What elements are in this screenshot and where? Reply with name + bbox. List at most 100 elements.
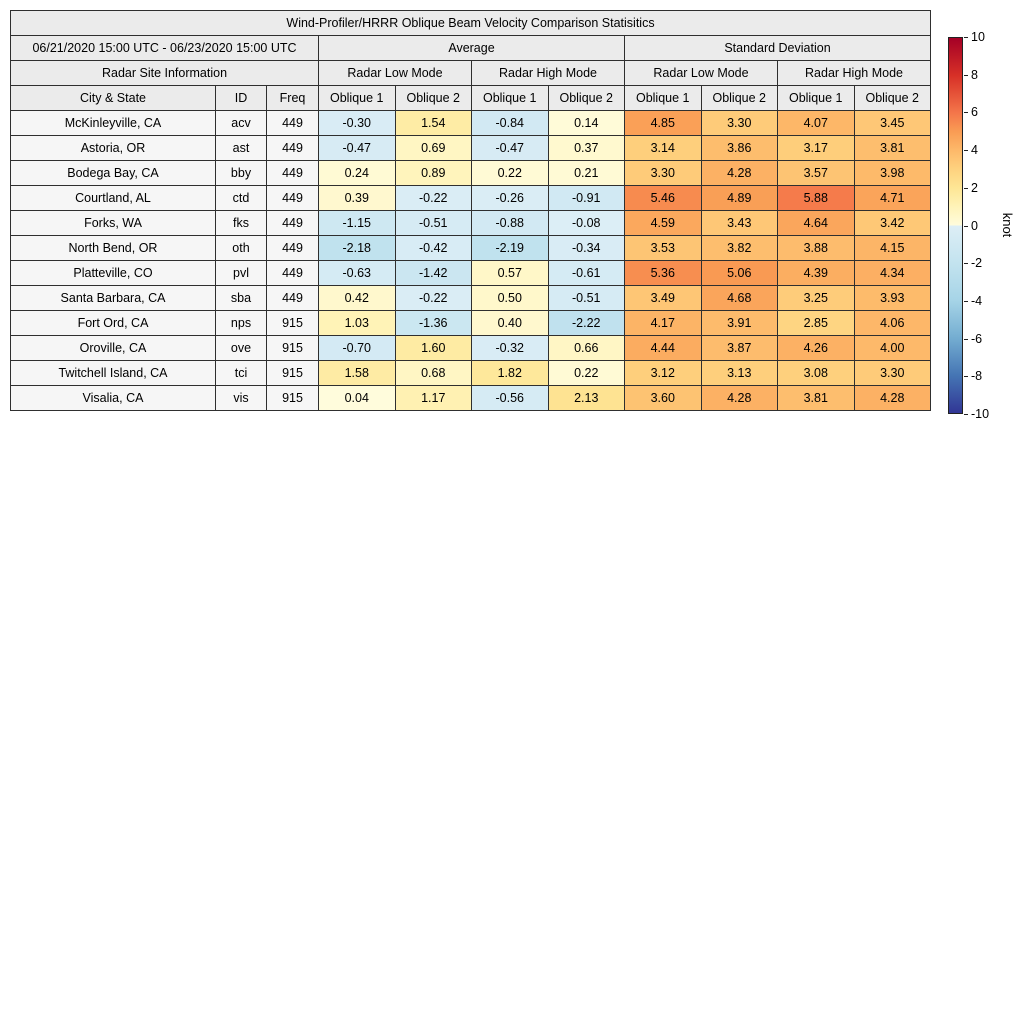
value-cell: 3.87 xyxy=(700,335,778,361)
value-cell: 4.68 xyxy=(700,285,778,311)
value-cell: -0.88 xyxy=(471,210,549,236)
column-header-9: Oblique 1 xyxy=(777,85,855,111)
colorbar-tick-mark xyxy=(964,338,968,340)
value-cell: 3.57 xyxy=(777,160,855,186)
value-cell: -0.47 xyxy=(318,135,396,161)
freq-cell: 449 xyxy=(266,210,319,236)
freq-cell: 915 xyxy=(266,385,319,411)
value-cell: 0.69 xyxy=(394,135,472,161)
column-header-2: Freq xyxy=(266,85,319,111)
column-header-3: Oblique 1 xyxy=(318,85,396,111)
colorbar-tick-label: -2 xyxy=(971,255,983,270)
value-cell: 3.60 xyxy=(624,385,702,411)
value-cell: 3.81 xyxy=(777,385,855,411)
city-state-cell: North Bend, OR xyxy=(10,235,216,261)
value-cell: 4.85 xyxy=(624,110,702,136)
value-cell: -0.22 xyxy=(394,285,472,311)
city-state-cell: Fort Ord, CA xyxy=(10,310,216,336)
site-id-cell: ast xyxy=(215,135,267,161)
value-cell: 4.06 xyxy=(853,310,931,336)
value-cell: 0.22 xyxy=(547,360,625,386)
average-low-mode-header: Radar Low Mode xyxy=(318,60,472,86)
freq-cell: 449 xyxy=(266,135,319,161)
column-header-row: City & State ID Freq Oblique 1 Oblique 2 Obli… xyxy=(10,85,931,111)
value-cell: 3.14 xyxy=(624,135,702,161)
value-cell: -2.18 xyxy=(318,235,396,261)
value-cell: 0.21 xyxy=(547,160,625,186)
city-state-cell: McKinleyville, CA xyxy=(10,110,216,136)
value-cell: 3.49 xyxy=(624,285,702,311)
value-cell: 4.39 xyxy=(777,260,855,286)
colorbar-tick-mark xyxy=(964,300,968,302)
value-cell: 5.36 xyxy=(624,260,702,286)
value-cell: 3.86 xyxy=(700,135,778,161)
site-id-cell: oth xyxy=(215,235,267,261)
value-cell: -0.22 xyxy=(394,185,472,211)
colorbar-tick-mark xyxy=(964,225,968,227)
value-cell: -0.08 xyxy=(547,210,625,236)
std-high-mode-header: Radar High Mode xyxy=(777,60,931,86)
radar-site-information-header: Radar Site Information xyxy=(10,60,319,86)
colorbar-tick-label: -4 xyxy=(971,293,983,308)
site-id-cell: fks xyxy=(215,210,267,236)
colorbar-tick-mark xyxy=(964,263,968,265)
site-id-cell: bby xyxy=(215,160,267,186)
value-cell: 4.28 xyxy=(700,160,778,186)
value-cell: -0.51 xyxy=(547,285,625,311)
freq-cell: 449 xyxy=(266,160,319,186)
value-cell: 3.45 xyxy=(853,110,931,136)
value-cell: -2.19 xyxy=(471,235,549,261)
value-cell: -0.26 xyxy=(471,185,549,211)
value-cell: 4.00 xyxy=(853,335,931,361)
value-cell: 0.40 xyxy=(471,310,549,336)
value-cell: 2.85 xyxy=(777,310,855,336)
value-cell: 0.04 xyxy=(318,385,396,411)
colorbar-tick-mark xyxy=(964,187,968,189)
value-cell: -0.30 xyxy=(318,110,396,136)
site-id-cell: ctd xyxy=(215,185,267,211)
value-cell: -0.70 xyxy=(318,335,396,361)
value-cell: -0.91 xyxy=(547,185,625,211)
value-cell: 1.58 xyxy=(318,360,396,386)
value-cell: 3.30 xyxy=(624,160,702,186)
site-id-cell: tci xyxy=(215,360,267,386)
value-cell: 4.26 xyxy=(777,335,855,361)
table-row: Astoria, OR ast 449 -0.47 0.69 -0.47 0.37 3.14 3… xyxy=(10,135,931,161)
table-row: Forks, WA fks 449 -1.15 -0.51 -0.88 -0.08 4.59 3… xyxy=(10,210,931,236)
table-title: Wind-Profiler/HRRR Oblique Beam Velocity… xyxy=(10,10,931,36)
site-id-cell: sba xyxy=(215,285,267,311)
value-cell: 0.39 xyxy=(318,185,396,211)
colorbar-tick-mark xyxy=(964,376,968,378)
value-cell: 3.42 xyxy=(853,210,931,236)
value-cell: 0.66 xyxy=(547,335,625,361)
value-cell: 3.25 xyxy=(777,285,855,311)
colorbar: 10 8 6 4 2 0 -2 -4 -6 -8 -10 knot xyxy=(948,31,1024,420)
colorbar-tick-label: 10 xyxy=(971,29,985,44)
column-header-5: Oblique 1 xyxy=(471,85,549,111)
average-high-mode-header: Radar High Mode xyxy=(471,60,625,86)
freq-cell: 449 xyxy=(266,260,319,286)
value-cell: 3.08 xyxy=(777,360,855,386)
value-cell: 3.91 xyxy=(700,310,778,336)
table-row: Courtland, AL ctd 449 0.39 -0.22 -0.26 -0.91 5.… xyxy=(10,185,931,211)
colorbar-tick-mark xyxy=(964,74,968,76)
freq-cell: 449 xyxy=(266,110,319,136)
value-cell: 0.50 xyxy=(471,285,549,311)
value-cell: 0.24 xyxy=(318,160,396,186)
value-cell: 1.60 xyxy=(394,335,472,361)
site-id-cell: ove xyxy=(215,335,267,361)
city-state-cell: Courtland, AL xyxy=(10,185,216,211)
value-cell: 2.13 xyxy=(547,385,625,411)
city-state-cell: Bodega Bay, CA xyxy=(10,160,216,186)
colorbar-unit-label: knot xyxy=(1000,212,1015,238)
value-cell: 3.82 xyxy=(700,235,778,261)
colorbar-tick-label: 4 xyxy=(971,142,978,157)
colorbar-tick-mark xyxy=(964,414,968,415)
value-cell: 3.17 xyxy=(777,135,855,161)
column-header-10: Oblique 2 xyxy=(853,85,931,111)
value-cell: 4.07 xyxy=(777,110,855,136)
value-cell: 1.03 xyxy=(318,310,396,336)
group-header-average: Average xyxy=(318,35,625,61)
value-cell: 3.98 xyxy=(853,160,931,186)
city-state-cell: Oroville, CA xyxy=(10,335,216,361)
